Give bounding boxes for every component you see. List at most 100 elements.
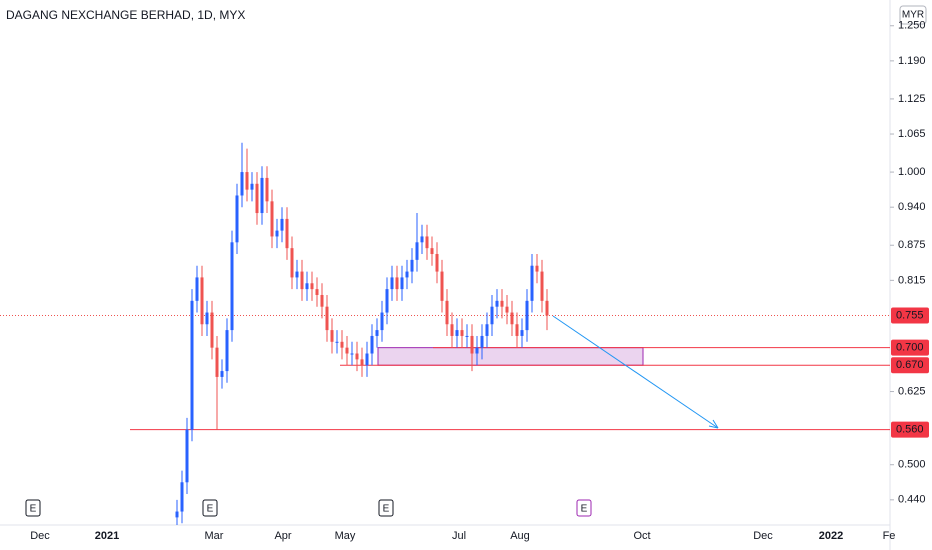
candle-body [350, 353, 354, 355]
event-label: E [30, 504, 37, 515]
candle-body [225, 330, 229, 372]
x-tick-label: Apr [274, 530, 291, 542]
candle-body [330, 330, 334, 342]
candle-body [270, 201, 274, 237]
chart-title: DAGANG NEXCHANGE BERHAD, 1D, MYX [6, 8, 245, 22]
candle-body [245, 172, 249, 190]
y-tick-label: 1.000 [898, 166, 926, 178]
candle-body [540, 271, 544, 301]
candle-body [475, 347, 479, 354]
x-tick-label: May [335, 530, 356, 542]
candle-body [355, 353, 359, 360]
candle-body [380, 312, 384, 331]
candle-body [325, 306, 329, 331]
candle-body [255, 183, 259, 214]
candle-body [405, 271, 409, 278]
x-tick-label: Jul [452, 530, 466, 542]
candle-body [455, 330, 459, 336]
y-tick-label: 0.815 [898, 274, 926, 286]
candle-body [210, 312, 214, 348]
event-label: E [207, 504, 214, 515]
candle-body [395, 277, 399, 290]
level-label-bg [891, 339, 929, 356]
candle-body [525, 300, 529, 331]
candle-body [235, 195, 239, 243]
level-label-bg [891, 421, 929, 438]
event-marker [202, 499, 218, 517]
y-tick-label: 1.065 [898, 128, 926, 140]
event-marker [25, 499, 41, 517]
candle-body [305, 283, 309, 290]
candle-body [495, 300, 499, 307]
y-tick-label: 0.940 [898, 201, 926, 213]
candle-body [425, 236, 429, 249]
candle-body [345, 347, 349, 354]
event-marker [378, 499, 394, 517]
trend-arrow [552, 315, 719, 429]
candle-body [370, 335, 374, 354]
x-tick-label: Aug [510, 530, 530, 542]
y-tick-label: 0.625 [898, 385, 926, 397]
candle-body [500, 300, 504, 307]
currency: MYR [902, 10, 924, 21]
y-tick-label: 1.250 [898, 20, 926, 32]
candle-body [290, 248, 294, 278]
event-label: E [383, 504, 390, 515]
candle-body [460, 330, 464, 336]
candle-body [530, 265, 534, 301]
candle-body [360, 359, 364, 366]
y-tick-label: 1.190 [898, 55, 926, 67]
level-label: 0.670 [896, 359, 924, 371]
candle-body [505, 306, 509, 313]
candle-body [340, 341, 344, 348]
x-tick-label: Fe [883, 530, 896, 542]
candle-body [515, 324, 519, 336]
candle-body [275, 230, 279, 237]
event-marker [576, 499, 592, 517]
candle-body [390, 277, 394, 290]
candle-body [240, 172, 244, 196]
y-tick-label: 0.875 [898, 239, 926, 251]
arrow-head [708, 419, 719, 429]
x-tick-label: Dec [30, 530, 50, 542]
candle-body [535, 265, 539, 272]
candle-body [195, 277, 199, 301]
candle-body [220, 371, 224, 377]
candle-body [410, 259, 414, 272]
candle-body [435, 254, 439, 272]
candle-body [545, 300, 549, 316]
candle-body [400, 277, 404, 290]
y-tick-label: 0.500 [898, 459, 926, 471]
candle-body [260, 177, 264, 214]
y-tick-label: 0.440 [898, 494, 926, 506]
candle-body [175, 511, 179, 518]
candle-body [250, 183, 254, 190]
level-label: 0.560 [896, 424, 924, 436]
x-tick-label: 2021 [95, 530, 119, 542]
last-price-label-bg [891, 307, 929, 324]
candle-body [485, 324, 489, 336]
event-label: E [581, 504, 588, 515]
currency-box [899, 5, 927, 25]
plot [0, 142, 890, 525]
candle-body [230, 242, 234, 331]
candle-body [185, 429, 189, 483]
last-price-label: 0.755 [896, 309, 924, 321]
x-tick-label: Mar [205, 530, 224, 542]
candle-body [480, 335, 484, 348]
candle-body [450, 324, 454, 336]
level-label-bg [891, 357, 929, 374]
x-tick-label: Dec [753, 530, 773, 542]
candle-body [200, 277, 204, 325]
candle-body [335, 341, 339, 343]
candle-body [190, 300, 194, 430]
candle-body [315, 289, 319, 295]
level-label: 0.700 [896, 342, 924, 354]
candle-body [440, 271, 444, 301]
candle-body [385, 289, 389, 313]
y-tick-label: 1.125 [898, 93, 926, 105]
candle-body [285, 218, 289, 249]
candle-body [470, 335, 474, 354]
candle-body [520, 330, 524, 336]
